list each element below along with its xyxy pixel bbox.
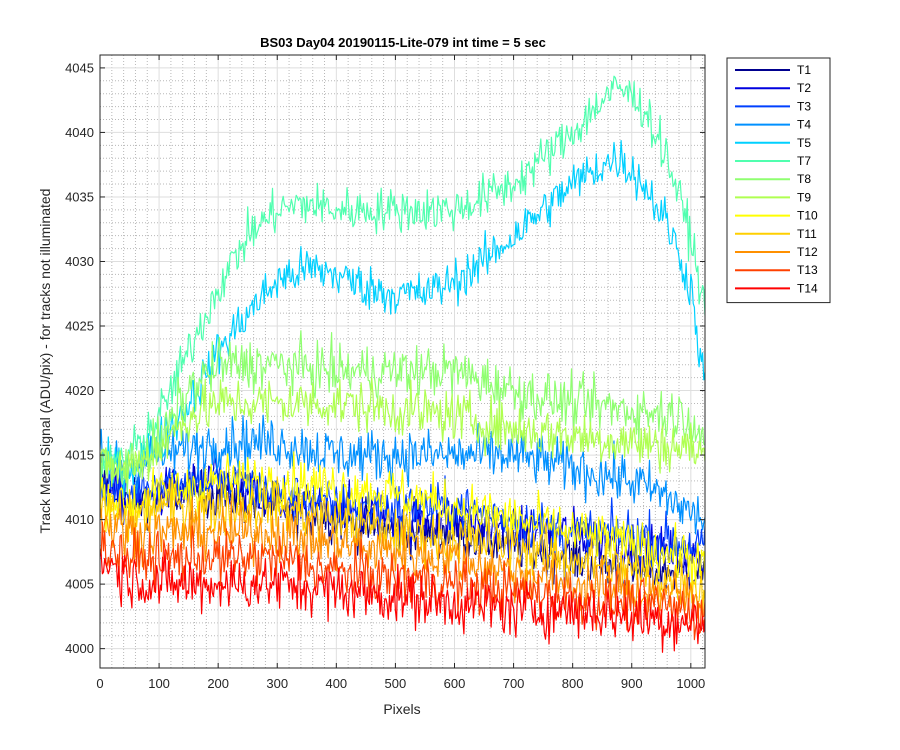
- legend-label: T12: [797, 245, 818, 259]
- y-tick-label: 4045: [65, 60, 94, 75]
- x-tick-label: 800: [562, 676, 584, 691]
- x-tick-label: 700: [503, 676, 525, 691]
- series-line-t4: [100, 414, 705, 535]
- y-tick-label: 4020: [65, 383, 94, 398]
- series-line-t10: [100, 451, 705, 588]
- y-axis-label: Track Mean Signal (ADU/pix) - for tracks…: [37, 189, 53, 534]
- legend-label: T2: [797, 81, 811, 95]
- legend: T1 T2 T3 T4 T5 T7 T8 T9 T10 T11 T12 T13 T14: [726, 57, 831, 304]
- y-tick-label: 4035: [65, 189, 94, 204]
- series-line-t12: [100, 497, 705, 624]
- series-line-t11: [100, 476, 705, 616]
- legend-box: [726, 57, 831, 304]
- series-line-t14: [100, 549, 705, 653]
- legend-label: T13: [797, 263, 818, 277]
- series-line-t7: [100, 75, 705, 488]
- x-tick-label: 400: [325, 676, 347, 691]
- series-line-t5: [100, 140, 705, 499]
- series-line-t9: [100, 377, 705, 488]
- x-tick-label: 200: [207, 676, 229, 691]
- x-axis-label: Pixels: [383, 701, 420, 717]
- x-tick-label: 500: [385, 676, 407, 691]
- plot-frame: [99, 54, 706, 669]
- y-tick-label: 4015: [65, 448, 94, 463]
- y-tick-label: 4010: [65, 512, 94, 527]
- x-tick-label: 600: [444, 676, 466, 691]
- x-tick-label: 300: [266, 676, 288, 691]
- legend-label: T8: [797, 172, 811, 186]
- x-tick-label: 900: [621, 676, 643, 691]
- ticks: 0 100 200 300 400 500 600 700 800 900 1000 4000 4005…: [65, 55, 705, 691]
- legend-label: T9: [797, 190, 811, 204]
- y-tick-label: 4030: [65, 254, 94, 269]
- y-tick-label: 4025: [65, 319, 94, 334]
- x-tick-label: 100: [148, 676, 170, 691]
- series-group: [100, 75, 705, 653]
- y-tick-label: 4005: [65, 577, 94, 592]
- legend-label: T11: [797, 227, 817, 241]
- legend-label: T5: [797, 136, 811, 150]
- y-tick-label: 4000: [65, 641, 94, 656]
- x-tick-label: 1000: [676, 676, 705, 691]
- legend-label: T1: [797, 63, 811, 77]
- legend-label: T4: [797, 118, 811, 132]
- series-line-t8: [100, 330, 705, 498]
- x-tick-label: 0: [96, 676, 103, 691]
- legend-label: T14: [797, 281, 818, 295]
- legend-label: T3: [797, 99, 811, 113]
- legend-label: T7: [797, 154, 811, 168]
- legend-label: T10: [797, 209, 818, 223]
- chart-title: BS03 Day04 20190115-Lite-079 int time = …: [260, 35, 546, 50]
- y-tick-label: 4040: [65, 125, 94, 140]
